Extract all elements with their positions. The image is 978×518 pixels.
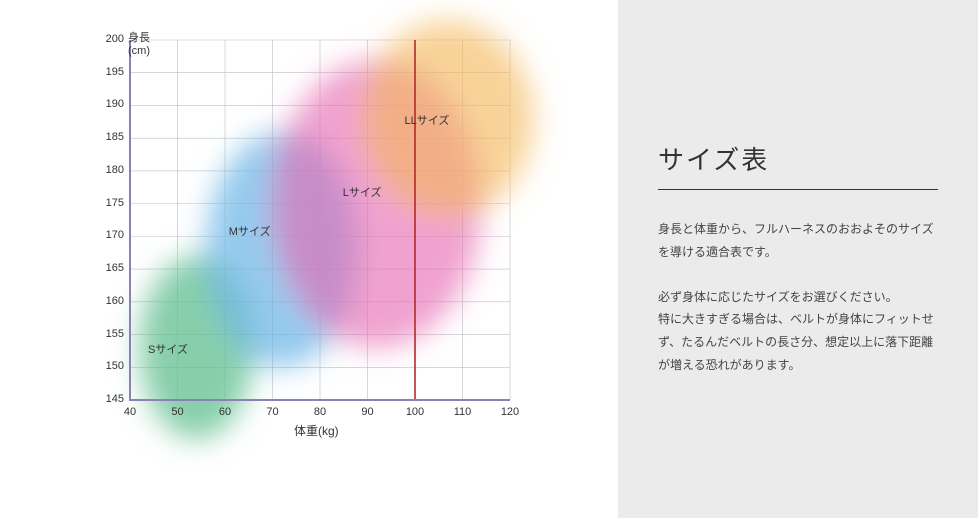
x-axis-title: 体重(kg) xyxy=(294,422,339,439)
y-tick-200: 200 xyxy=(94,33,124,45)
sidebar-panel: サイズ表 身長と体重から、フルハーネスのおおよそのサイズを導ける適合表です。 必… xyxy=(618,0,978,518)
sidebar-para-1: 身長と体重から、フルハーネスのおおよそのサイズを導ける適合表です。 xyxy=(658,218,938,264)
y-tick-170: 170 xyxy=(94,229,124,241)
y-tick-155: 155 xyxy=(94,328,124,340)
blob-label-S: Sサイズ xyxy=(148,341,188,357)
sidebar-para-2: 必ず身体に応じたサイズをお選びください。特に大きすぎる場合は、ベルトが身体にフィ… xyxy=(658,286,938,377)
y-tick-180: 180 xyxy=(94,164,124,176)
blob-label-L: Lサイズ xyxy=(343,184,382,200)
y-tick-160: 160 xyxy=(94,295,124,307)
chart-panel: 身長 (cm) 145 150 155 160 165 170 175 180 185 190 19… xyxy=(0,0,618,518)
y-tick-185: 185 xyxy=(94,131,124,143)
blob-label-M: Mサイズ xyxy=(229,223,271,239)
size-chart: 身長 (cm) 14515015516016517017518018519019… xyxy=(130,40,510,405)
x-tick-100: 100 xyxy=(400,406,430,418)
y-axis-title: 身長 (cm) xyxy=(128,32,150,58)
y-tick-195: 195 xyxy=(94,66,124,78)
x-tick-70: 70 xyxy=(258,406,288,418)
sidebar-title: サイズ表 xyxy=(658,140,938,190)
y-tick-175: 175 xyxy=(94,197,124,209)
x-tick-90: 90 xyxy=(353,406,383,418)
y-tick-150: 150 xyxy=(94,360,124,372)
y-tick-190: 190 xyxy=(94,98,124,110)
x-tick-40: 40 xyxy=(115,406,145,418)
x-tick-120: 120 xyxy=(495,406,525,418)
x-tick-60: 60 xyxy=(210,406,240,418)
y-axis-label-1: 身長 xyxy=(128,32,150,44)
y-axis-label-2: (cm) xyxy=(128,45,150,57)
y-tick-165: 165 xyxy=(94,262,124,274)
blob-label-LL: LLサイズ xyxy=(405,112,450,128)
x-tick-110: 110 xyxy=(448,406,478,418)
x-tick-80: 80 xyxy=(305,406,335,418)
y-tick-145: 145 xyxy=(94,393,124,405)
x-tick-50: 50 xyxy=(163,406,193,418)
